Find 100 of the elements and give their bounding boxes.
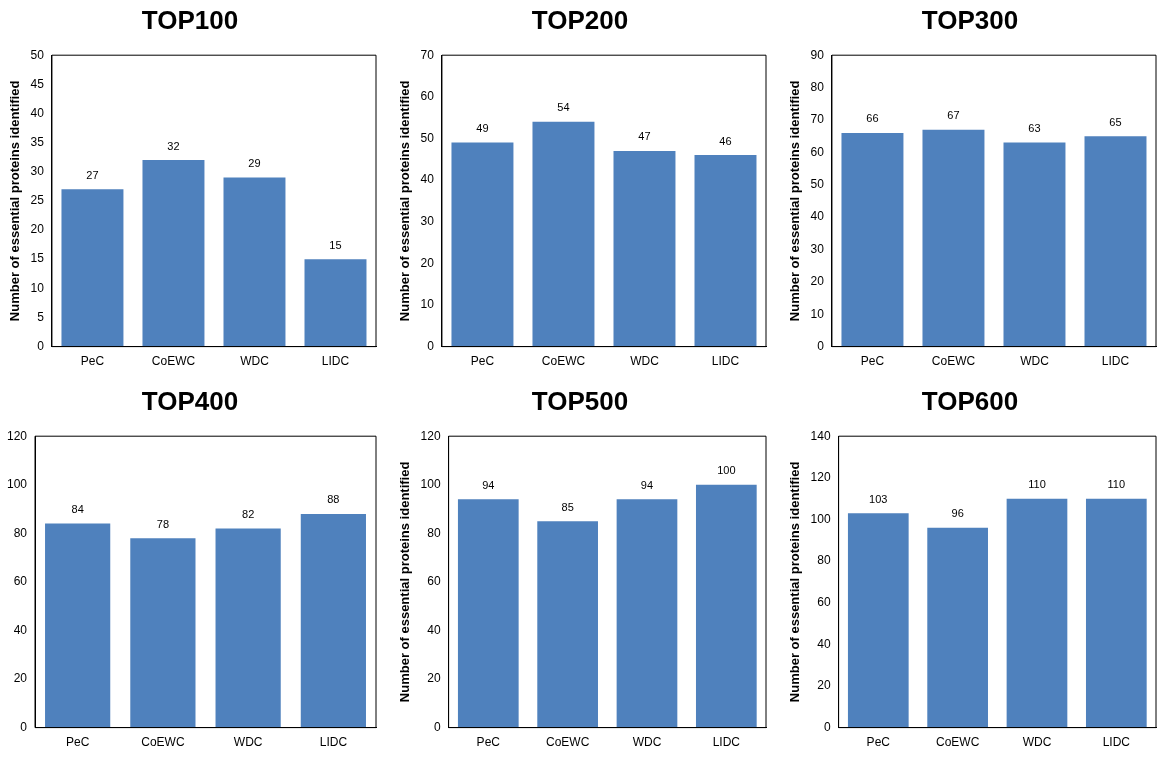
y-tick-label: 20 <box>30 222 45 237</box>
y-tick-label: 30 <box>810 241 825 256</box>
y-tick-label: 80 <box>817 553 831 568</box>
x-tick-label: WDC <box>1020 354 1050 369</box>
y-axis-title: Number of essential proteins identified <box>7 80 23 322</box>
chart-title: TOP400 <box>141 385 239 416</box>
bar <box>223 177 286 347</box>
y-tick-label: 0 <box>20 719 28 734</box>
y-tick-label: 20 <box>810 274 825 289</box>
x-tick-label: LIDC <box>321 354 350 369</box>
data-label: 47 <box>638 130 651 143</box>
y-tick-label: 120 <box>420 428 441 443</box>
data-label: 84 <box>71 503 84 516</box>
y-tick-label: 40 <box>427 622 441 637</box>
y-tick-label: 0 <box>427 338 435 353</box>
data-label: 110 <box>1107 478 1126 491</box>
data-label: 82 <box>242 508 255 521</box>
y-tick-label: 60 <box>420 89 435 104</box>
data-label: 67 <box>947 109 960 122</box>
y-tick-label: 50 <box>420 130 435 145</box>
y-tick-label: 0 <box>433 719 441 734</box>
x-tick-label: PeC <box>470 354 495 369</box>
bar <box>1006 498 1068 728</box>
x-tick-label: PeC <box>860 354 885 369</box>
data-label: 32 <box>167 139 180 152</box>
x-tick-label: CoEWC <box>935 735 980 750</box>
x-tick-label: PeC <box>866 735 891 750</box>
x-tick-label: PeC <box>80 354 105 369</box>
bar <box>304 259 367 347</box>
y-tick-label: 10 <box>810 306 825 321</box>
data-label: 110 <box>1028 478 1046 491</box>
y-tick-label: 120 <box>6 428 28 443</box>
y-axis-title: Number of essential proteins identified <box>397 461 413 703</box>
y-tick-label: 100 <box>810 511 831 526</box>
y-tick-label: 100 <box>420 477 441 492</box>
chart-title: TOP500 <box>531 385 629 416</box>
y-tick-label: 10 <box>30 280 45 295</box>
data-label: 96 <box>951 507 964 520</box>
x-tick-label: CoEWC <box>141 735 185 750</box>
y-tick-label: 70 <box>810 112 825 127</box>
x-tick-label: CoEWC <box>931 354 976 369</box>
y-tick-label: 40 <box>30 105 45 120</box>
y-tick-label: 80 <box>427 525 441 540</box>
y-tick-label: 140 <box>810 428 831 443</box>
data-label: 54 <box>557 101 570 114</box>
y-tick-label: 5 <box>37 309 45 324</box>
y-tick-label: 20 <box>420 255 435 270</box>
bar <box>927 527 988 728</box>
data-label: 94 <box>482 478 495 491</box>
bar <box>1085 498 1147 728</box>
bar <box>61 189 124 347</box>
y-tick-label: 0 <box>823 719 831 734</box>
x-tick-label: PeC <box>476 735 501 750</box>
chart-title: TOP200 <box>531 4 629 35</box>
x-tick-label: CoEWC <box>541 354 586 369</box>
y-tick-label: 70 <box>420 47 435 62</box>
y-tick-label: 100 <box>6 477 28 492</box>
y-tick-label: 40 <box>420 172 435 187</box>
data-label: 66 <box>866 112 879 125</box>
x-tick-label: LIDC <box>319 735 348 750</box>
y-tick-label: 45 <box>30 76 45 91</box>
bar <box>142 160 205 347</box>
data-label: 88 <box>327 493 340 506</box>
data-label: 100 <box>717 464 736 477</box>
y-tick-label: 40 <box>810 209 825 224</box>
chart-title: TOP600 <box>921 385 1019 416</box>
chart-title: TOP300 <box>921 4 1019 35</box>
bar <box>613 150 676 347</box>
x-tick-label: LIDC <box>1101 354 1130 369</box>
data-label: 94 <box>640 478 654 491</box>
x-tick-label: LIDC <box>1102 735 1131 750</box>
y-tick-label: 30 <box>30 164 45 179</box>
bar <box>694 155 757 347</box>
y-tick-label: 20 <box>817 678 831 693</box>
y-axis-title: Number of essential proteins identified <box>787 80 803 322</box>
y-axis-title: Number of essential proteins identified <box>397 80 413 322</box>
x-tick-label: WDC <box>1022 735 1052 750</box>
y-tick-label: 60 <box>13 574 28 589</box>
x-tick-label: WDC <box>630 354 660 369</box>
data-label: 103 <box>869 492 888 505</box>
y-tick-label: 0 <box>817 338 825 353</box>
y-tick-label: 35 <box>30 134 45 149</box>
data-label: 49 <box>476 122 489 135</box>
y-tick-label: 25 <box>30 193 45 208</box>
y-tick-label: 10 <box>420 297 435 312</box>
y-tick-label: 30 <box>420 214 435 229</box>
data-label: 78 <box>156 517 170 530</box>
y-tick-label: 90 <box>810 47 825 62</box>
data-label: 85 <box>561 500 574 513</box>
data-label: 65 <box>1109 115 1122 128</box>
y-tick-label: 40 <box>817 636 831 651</box>
y-tick-label: 15 <box>30 251 45 266</box>
x-tick-label: CoEWC <box>151 354 196 369</box>
bar <box>532 121 595 347</box>
bar <box>847 513 909 728</box>
chart-title: TOP100 <box>141 4 239 35</box>
y-tick-label: 60 <box>817 595 831 610</box>
y-tick-label: 20 <box>427 671 441 686</box>
y-tick-label: 60 <box>427 574 441 589</box>
x-tick-label: WDC <box>233 735 263 750</box>
